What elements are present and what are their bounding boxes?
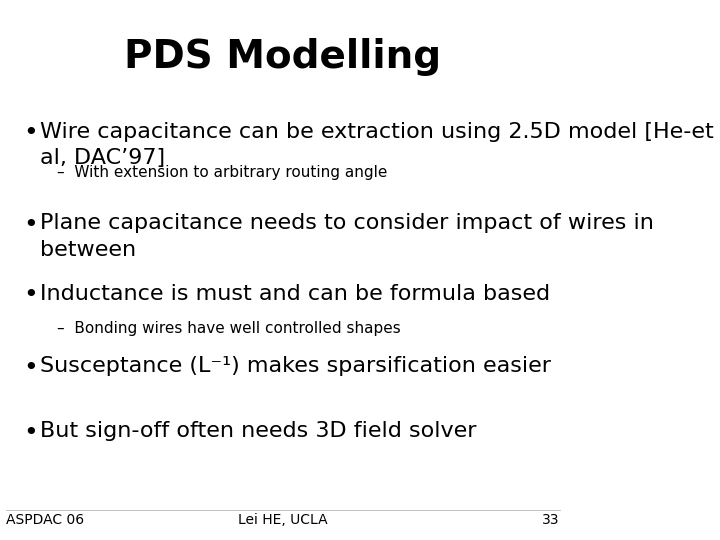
Text: Wire capacitance can be extraction using 2.5D model [He-et
al, DAC’97]: Wire capacitance can be extraction using… [40,122,714,168]
Text: Susceptance (L⁻¹) makes sparsification easier: Susceptance (L⁻¹) makes sparsification e… [40,356,551,376]
Text: Lei HE, UCLA: Lei HE, UCLA [238,512,328,526]
Text: But sign-off often needs 3D field solver: But sign-off often needs 3D field solver [40,421,476,441]
Text: ASPDAC 06: ASPDAC 06 [6,512,84,526]
Text: •: • [24,122,38,145]
Text: 33: 33 [542,512,559,526]
Text: •: • [24,213,38,237]
Text: Inductance is must and can be formula based: Inductance is must and can be formula ba… [40,284,549,303]
Text: –  Bonding wires have well controlled shapes: – Bonding wires have well controlled sha… [56,321,400,336]
Text: Plane capacitance needs to consider impact of wires in
between: Plane capacitance needs to consider impa… [40,213,654,260]
Text: •: • [24,356,38,380]
Text: •: • [24,421,38,445]
Text: •: • [24,284,38,307]
Text: –  With extension to arbitrary routing angle: – With extension to arbitrary routing an… [56,165,387,180]
Text: PDS Modelling: PDS Modelling [124,38,441,76]
